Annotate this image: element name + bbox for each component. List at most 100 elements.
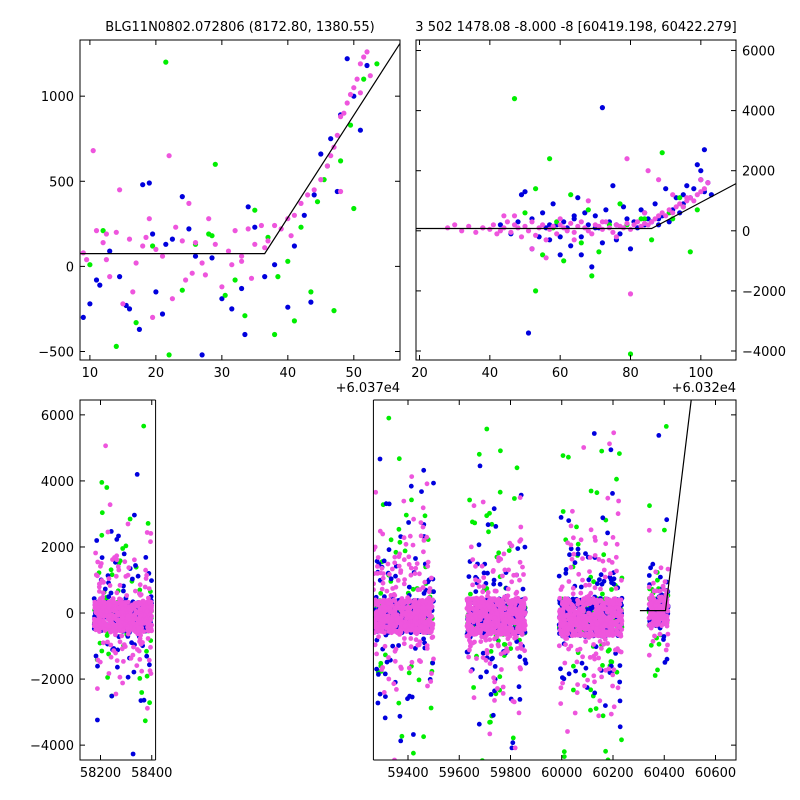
data-point xyxy=(429,575,434,581)
data-point xyxy=(113,691,119,697)
data-point xyxy=(471,695,477,701)
data-point xyxy=(505,631,510,637)
data-point xyxy=(578,219,584,225)
data-point xyxy=(592,553,598,558)
data-point xyxy=(519,630,525,636)
data-point xyxy=(93,550,98,556)
data-point xyxy=(584,607,590,612)
data-point xyxy=(585,677,590,683)
data-point xyxy=(568,220,574,226)
data-point xyxy=(550,201,556,207)
data-point xyxy=(645,222,651,228)
data-point xyxy=(658,565,664,571)
data-point xyxy=(137,582,143,588)
data-point xyxy=(364,62,370,69)
panel-title: BLG11N0802.072806 (8172.80, 1380.55) xyxy=(105,20,374,35)
data-point xyxy=(484,669,489,675)
data-point xyxy=(377,528,383,534)
data-point xyxy=(136,648,142,654)
data-point xyxy=(568,523,574,529)
data-point xyxy=(613,651,618,656)
data-point xyxy=(501,213,507,219)
data-point xyxy=(114,557,120,563)
data-point xyxy=(361,54,367,60)
data-point xyxy=(662,527,667,533)
data-point xyxy=(497,228,503,234)
data-point xyxy=(624,156,630,162)
data-point xyxy=(108,642,114,648)
data-point xyxy=(496,643,501,649)
data-point xyxy=(591,431,597,436)
data-point xyxy=(386,501,392,507)
data-point xyxy=(571,229,577,235)
data-point xyxy=(84,257,90,263)
data-point xyxy=(561,749,567,755)
data-point xyxy=(497,489,503,495)
data-point xyxy=(130,620,136,626)
data-point xyxy=(627,246,634,252)
data-point xyxy=(603,703,608,708)
data-point xyxy=(533,288,539,294)
data-point xyxy=(374,615,380,621)
data-point xyxy=(402,623,408,629)
data-point xyxy=(338,158,344,164)
data-point xyxy=(113,229,119,235)
data-point xyxy=(562,660,568,666)
data-point xyxy=(115,564,121,570)
data-point xyxy=(601,601,606,607)
data-point xyxy=(141,697,147,703)
data-point xyxy=(658,574,663,580)
data-point xyxy=(504,597,510,603)
data-point xyxy=(522,544,528,550)
data-point xyxy=(500,691,506,696)
data-point xyxy=(600,558,606,564)
data-point xyxy=(577,606,583,612)
data-point xyxy=(92,599,98,605)
data-point xyxy=(670,192,676,198)
data-point xyxy=(145,521,151,526)
data-point xyxy=(602,606,608,612)
data-point xyxy=(478,630,483,635)
series-green xyxy=(87,59,380,358)
data-point xyxy=(488,614,494,620)
data-point xyxy=(587,611,592,616)
data-point xyxy=(118,620,124,625)
data-point xyxy=(602,623,608,628)
data-point xyxy=(328,153,334,159)
data-point xyxy=(105,639,110,645)
data-point xyxy=(354,76,360,82)
data-point xyxy=(652,216,658,222)
data-point xyxy=(586,577,592,583)
data-point xyxy=(99,648,105,654)
data-point xyxy=(608,620,613,626)
data-point xyxy=(390,586,396,591)
data-point xyxy=(502,642,508,647)
data-point xyxy=(575,632,581,638)
data-point xyxy=(652,612,658,617)
data-point xyxy=(103,443,108,449)
data-point xyxy=(95,663,100,669)
data-point xyxy=(179,238,185,244)
data-point xyxy=(577,627,582,633)
data-point xyxy=(605,641,610,646)
data-point xyxy=(103,231,109,237)
data-point xyxy=(517,577,522,583)
data-point xyxy=(347,122,354,128)
data-point xyxy=(423,620,428,626)
data-point xyxy=(588,527,594,533)
data-point xyxy=(597,666,603,672)
data-point xyxy=(568,243,574,249)
data-point xyxy=(600,713,606,719)
data-point xyxy=(95,559,101,565)
data-point xyxy=(139,690,145,695)
data-point xyxy=(262,274,268,280)
data-point xyxy=(617,613,623,619)
data-point xyxy=(533,232,539,238)
data-point xyxy=(605,757,611,760)
series-magenta xyxy=(445,156,711,297)
data-point xyxy=(379,793,384,798)
data-point xyxy=(698,168,704,174)
data-point xyxy=(581,672,587,678)
data-point xyxy=(652,619,658,624)
data-point xyxy=(117,187,123,193)
